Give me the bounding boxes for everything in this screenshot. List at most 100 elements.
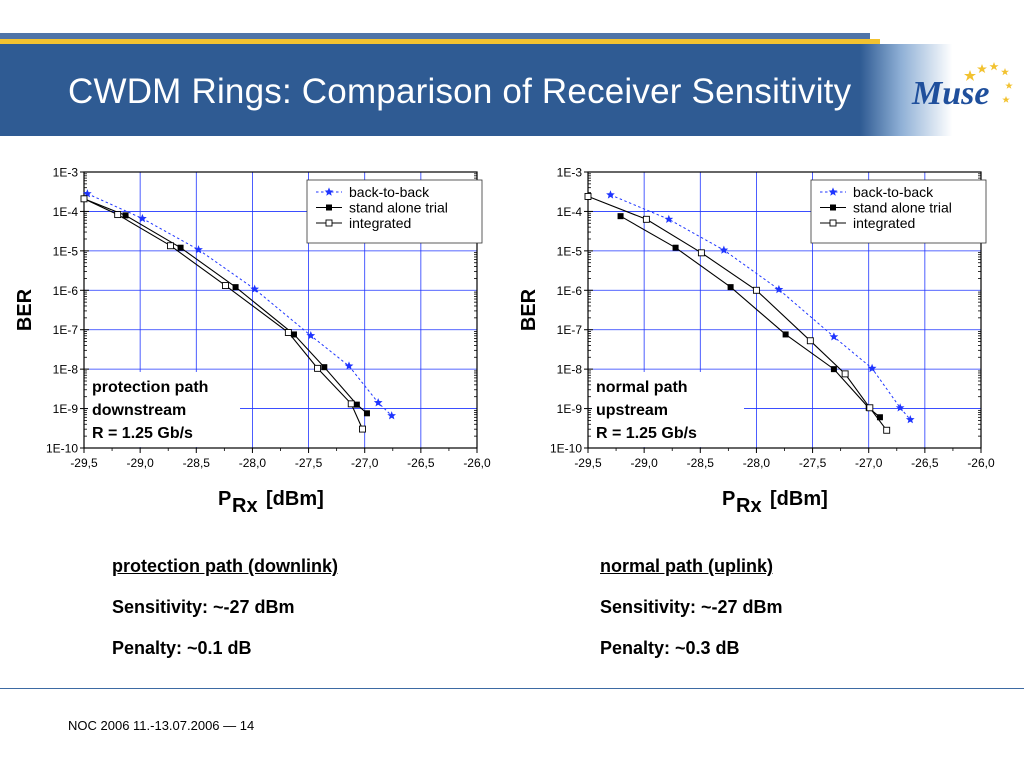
data-point [727, 284, 734, 291]
data-point [606, 190, 615, 199]
header-band [0, 44, 1024, 136]
y-tick-label: 1E-4 [53, 205, 79, 219]
header-stripe-blue [0, 33, 870, 39]
x-axis-title-unit: [dBm] [266, 488, 324, 510]
legend-swatch-marker [830, 204, 836, 211]
data-point [584, 192, 592, 200]
x-tick-label: -29,0 [630, 456, 658, 470]
y-tick-label: 1E-5 [557, 244, 583, 258]
legend-label: back-to-back [853, 184, 934, 200]
legend-label: integrated [853, 215, 915, 231]
legend-swatch-marker [828, 187, 838, 196]
chart-left: 1E-3 1E-4 1E-5 1E-6 1E-7 1E-8 1E-9 1E-10 -29,5 -2… [0, 150, 512, 530]
series-line [87, 193, 393, 417]
data-point [114, 211, 122, 219]
data-point [841, 370, 849, 378]
annotation-background [592, 372, 744, 447]
y-tick-label: 1E-8 [557, 363, 583, 377]
data-point [617, 213, 624, 220]
data-point [830, 366, 837, 373]
y-axis-title: BER [518, 288, 540, 331]
data-point [232, 284, 239, 291]
logo-stars-icon [964, 62, 1013, 103]
legend-box [810, 179, 987, 244]
y-tick-label: 1E-9 [53, 402, 79, 416]
annotation-line: protection path [92, 379, 208, 396]
annotation: protection path downstream R = 1.25 Gb/s [88, 372, 240, 447]
data-point [167, 242, 174, 250]
data-point [373, 398, 383, 407]
data-point [222, 282, 229, 290]
chart-right-svg: 1E-3 1E-4 1E-5 1E-6 1E-7 1E-8 1E-9 1E-10-29,5 -2… [518, 166, 995, 518]
x-tick-label: -26,0 [463, 456, 491, 470]
x-tick-label: -28,5 [183, 456, 211, 470]
y-tick-label: 1E-9 [557, 402, 583, 416]
caption-left-sensitivity: Sensitivity: ~-27 dBm [112, 597, 295, 617]
data-point [752, 286, 760, 294]
series-line [83, 198, 364, 430]
x-tick-label: -28,5 [687, 456, 715, 470]
caption-left-heading: protection path (downlink) [112, 556, 338, 576]
x-tick-label: -29,5 [574, 456, 602, 470]
x-axis-title-main: P [722, 488, 735, 510]
legend-label: integrated [349, 215, 411, 231]
annotation-line: normal path [596, 379, 688, 396]
x-tick-label: -29,5 [70, 456, 98, 470]
series-line [83, 198, 368, 414]
data-point [359, 425, 366, 433]
caption-left-penalty: Penalty: ~0.1 dB [112, 638, 252, 658]
y-tick-label: 1E-3 [53, 166, 79, 180]
data-point [866, 404, 874, 412]
series-back-to-back [83, 189, 396, 420]
series-integrated [80, 195, 366, 433]
data-point [194, 245, 203, 254]
x-tick-label: -26,5 [407, 456, 435, 470]
data-point [883, 426, 891, 434]
y-tick-label: 1E-6 [53, 284, 79, 298]
x-tick-label: -28,0 [239, 456, 267, 470]
caption-right-penalty: Penalty: ~0.3 dB [600, 638, 740, 658]
y-tick-label: 1E-4 [557, 205, 583, 219]
data-point [867, 363, 877, 373]
x-tick-label: -29,0 [126, 456, 154, 470]
annotation-background [88, 372, 240, 447]
y-tick-label: 1E-8 [53, 363, 79, 377]
data-point [138, 213, 147, 223]
y-tick-label: 1E-10 [550, 442, 582, 456]
data-point [284, 329, 292, 336]
y-tick-label: 1E-7 [53, 323, 79, 337]
data-point [895, 403, 905, 412]
data-point [387, 411, 396, 420]
data-point [672, 244, 679, 251]
legend-swatch-marker [325, 219, 333, 227]
plot-frame [83, 171, 478, 449]
data-point [83, 189, 92, 198]
caption-right-heading: normal path (uplink) [600, 556, 773, 576]
plot-frame [587, 171, 982, 449]
y-tick-label: 1E-7 [557, 323, 583, 337]
data-point [306, 331, 316, 340]
data-point [363, 410, 370, 417]
data-point [876, 414, 883, 421]
legend-label: stand alone trial [853, 200, 952, 216]
data-point [80, 195, 88, 203]
x-tick-label: -26,5 [911, 456, 939, 470]
y-tick-label: 1E-5 [53, 244, 79, 258]
legend-box [306, 179, 483, 244]
footer-text: NOC 2006 11.-13.07.2006 — 14 [68, 718, 255, 733]
data-point [122, 212, 129, 219]
annotation-line: R = 1.25 Gb/s [92, 425, 193, 442]
y-tick-label: 1E-10 [46, 442, 78, 456]
data-point [774, 284, 784, 294]
data-point [353, 401, 360, 408]
y-tick-label: 1E-6 [557, 284, 583, 298]
legend-swatch-marker [829, 219, 837, 227]
chart-right: 1E-3 1E-4 1E-5 1E-6 1E-7 1E-8 1E-9 1E-10 -29,5 -2… [504, 150, 1016, 530]
data-point [290, 331, 297, 338]
data-point [664, 214, 674, 223]
y-tick-label: 1E-3 [557, 166, 583, 180]
series-line [610, 194, 911, 420]
data-point [697, 249, 705, 257]
annotation: normal path upstream R = 1.25 Gb/s [592, 372, 744, 447]
series-integrated [584, 192, 891, 434]
